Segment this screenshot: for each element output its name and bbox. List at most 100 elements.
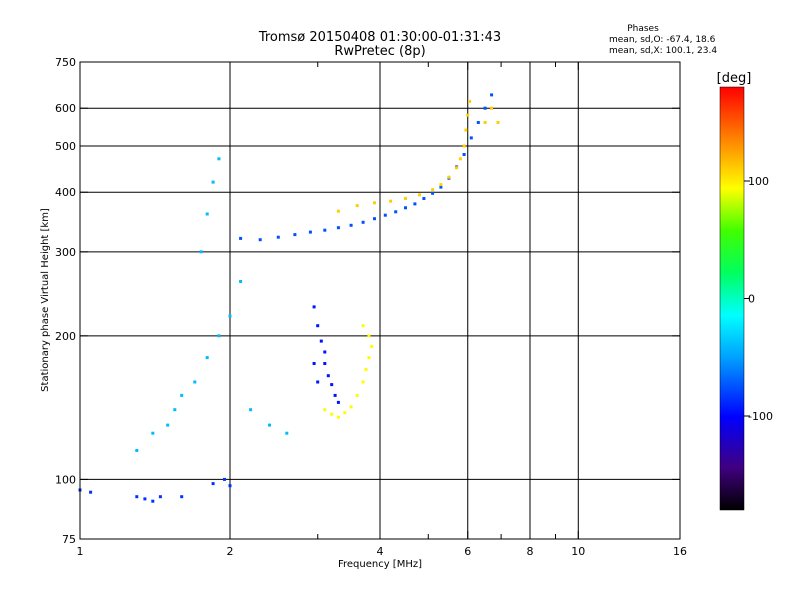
echo-point xyxy=(151,431,155,435)
echo-point xyxy=(413,202,417,206)
echo-point xyxy=(323,350,327,354)
phase-info-title: Phases xyxy=(627,24,659,34)
echo-point xyxy=(490,106,494,110)
echo-point xyxy=(330,383,334,387)
echo-point xyxy=(349,405,353,409)
echo-point xyxy=(336,226,340,230)
colorbar-tick-label: 100 xyxy=(748,175,769,188)
echo-point xyxy=(205,356,209,360)
echo-point xyxy=(319,339,323,343)
x-tick-label: 6 xyxy=(464,545,471,558)
colorbar-tick-label: -100 xyxy=(748,410,773,423)
echo-point xyxy=(462,144,466,148)
echo-point xyxy=(173,408,177,412)
data-points xyxy=(78,93,500,503)
echo-point xyxy=(464,128,468,132)
echo-point xyxy=(361,380,365,384)
echo-point xyxy=(458,157,462,161)
echo-point xyxy=(333,393,337,397)
echo-point xyxy=(431,191,435,195)
echo-point xyxy=(323,228,327,232)
echo-point xyxy=(143,497,147,501)
echo-point xyxy=(490,93,494,97)
echo-point xyxy=(326,374,330,378)
echo-point xyxy=(383,213,387,217)
echo-point xyxy=(312,305,316,309)
colorbar-label: [deg] xyxy=(717,71,752,86)
echo-point xyxy=(276,235,280,239)
echo-point xyxy=(466,113,470,117)
echo-point xyxy=(364,368,368,371)
x-axis-label: Frequency [MHz] xyxy=(338,559,422,570)
echo-point xyxy=(367,334,371,338)
x-tick-label: 10 xyxy=(571,545,585,558)
echo-point xyxy=(343,411,347,415)
echo-point xyxy=(404,206,407,210)
echo-point xyxy=(439,185,443,189)
x-tick-label: 1 xyxy=(77,545,84,558)
echo-point xyxy=(323,408,327,412)
echo-point xyxy=(223,477,226,481)
echo-point xyxy=(462,153,466,156)
y-tick-label: 750 xyxy=(55,56,76,69)
echo-point xyxy=(217,157,221,161)
echo-point xyxy=(323,362,327,365)
echo-point xyxy=(336,209,340,213)
echo-point xyxy=(135,495,139,499)
echo-point xyxy=(355,393,359,397)
echo-point xyxy=(336,415,340,419)
echo-point xyxy=(249,408,253,412)
echo-point xyxy=(180,393,184,397)
x-axis: 1 2 4 6 8 10 16 xyxy=(77,62,687,558)
echo-point xyxy=(370,344,374,348)
echo-point xyxy=(483,121,487,124)
echo-point xyxy=(268,423,271,427)
echo-point xyxy=(308,230,312,234)
echo-point xyxy=(312,362,316,365)
echo-point xyxy=(211,180,215,184)
echo-point xyxy=(468,99,471,103)
x-tick-label: 2 xyxy=(227,545,234,558)
echo-point xyxy=(349,223,353,227)
echo-point xyxy=(151,499,155,503)
echo-point xyxy=(199,250,203,254)
echo-point xyxy=(180,495,184,499)
echo-point xyxy=(316,324,320,328)
phase-info-o: mean, sd,O: -67.4, 18.6 xyxy=(609,35,716,45)
echo-point xyxy=(367,356,371,360)
echo-point xyxy=(469,136,473,140)
chart-subtitle: RwPretec (8p) xyxy=(334,44,425,59)
echo-point xyxy=(228,314,232,318)
phase-info-x: mean, sd,X: 100.1, 23.4 xyxy=(609,46,717,56)
y-tick-label: 500 xyxy=(55,140,76,153)
echo-point xyxy=(447,175,451,179)
echo-point xyxy=(239,236,243,240)
echo-point xyxy=(336,400,340,404)
y-tick-label: 100 xyxy=(55,473,76,486)
y-axis-label: Stationary phase Virtual Height [km] xyxy=(40,208,51,392)
echo-point xyxy=(476,121,480,124)
echo-point xyxy=(228,484,232,488)
y-tick-label: 75 xyxy=(62,533,76,546)
x-tick-label: 4 xyxy=(377,545,384,558)
y-axis: 75 100 200 300 400 500 600 750 xyxy=(55,56,680,546)
echo-point xyxy=(394,210,398,214)
echo-point xyxy=(285,431,289,435)
echo-point xyxy=(89,490,93,494)
echo-point xyxy=(361,324,365,328)
echo-point xyxy=(418,193,421,197)
echo-point xyxy=(483,106,487,110)
echo-point xyxy=(258,238,262,242)
chart-title: Tromsø 20150408 01:30:00-01:31:43 xyxy=(258,30,501,45)
x-tick-label: 8 xyxy=(527,545,534,558)
echo-point xyxy=(211,482,215,486)
echo-point xyxy=(389,199,393,203)
echo-point xyxy=(373,201,376,205)
echo-point xyxy=(361,220,365,224)
y-tick-label: 600 xyxy=(55,102,76,115)
echo-point xyxy=(205,212,209,216)
echo-point xyxy=(404,197,407,200)
echo-point xyxy=(166,423,170,427)
